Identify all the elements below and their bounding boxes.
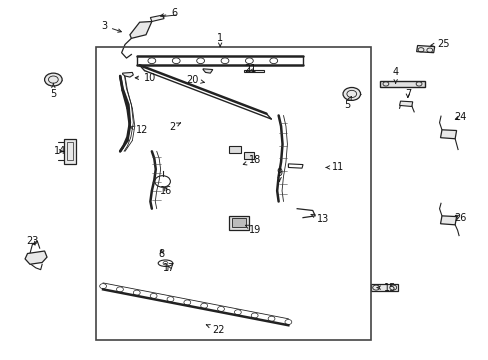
Polygon shape xyxy=(64,139,76,164)
Polygon shape xyxy=(416,45,434,53)
Polygon shape xyxy=(440,216,456,225)
Text: 1: 1 xyxy=(217,33,223,46)
Text: 26: 26 xyxy=(453,213,466,222)
Text: 23: 23 xyxy=(26,236,39,246)
Text: 4: 4 xyxy=(392,67,398,83)
Text: 17: 17 xyxy=(163,263,175,273)
Polygon shape xyxy=(232,219,245,227)
Polygon shape xyxy=(244,152,254,159)
Text: 22: 22 xyxy=(206,325,224,334)
Text: 9: 9 xyxy=(276,168,282,181)
Polygon shape xyxy=(370,284,397,291)
Text: 5: 5 xyxy=(50,84,57,99)
Text: 10: 10 xyxy=(135,73,156,83)
Polygon shape xyxy=(228,216,249,230)
Text: 13: 13 xyxy=(310,214,328,224)
Circle shape xyxy=(44,73,62,86)
Text: 7: 7 xyxy=(404,89,410,99)
Text: 6: 6 xyxy=(160,8,177,18)
Polygon shape xyxy=(122,72,133,77)
Text: 15: 15 xyxy=(376,283,395,293)
Circle shape xyxy=(342,87,360,100)
Text: 16: 16 xyxy=(160,186,172,196)
Text: 5: 5 xyxy=(343,96,350,110)
Text: 11: 11 xyxy=(325,162,344,172)
Polygon shape xyxy=(399,101,412,107)
Bar xyxy=(96,47,370,339)
Polygon shape xyxy=(228,146,240,153)
Text: 8: 8 xyxy=(158,248,164,258)
Text: 20: 20 xyxy=(185,75,204,85)
Text: 18: 18 xyxy=(243,155,261,165)
Text: 12: 12 xyxy=(130,125,148,135)
Text: 25: 25 xyxy=(430,39,448,49)
Polygon shape xyxy=(203,69,212,73)
Text: 24: 24 xyxy=(453,112,466,122)
Polygon shape xyxy=(244,69,264,72)
Polygon shape xyxy=(379,81,424,87)
Polygon shape xyxy=(150,15,163,22)
Text: 3: 3 xyxy=(101,21,121,32)
Text: 21: 21 xyxy=(244,64,257,74)
Polygon shape xyxy=(440,130,456,139)
Text: 14: 14 xyxy=(54,146,66,156)
Text: 19: 19 xyxy=(245,225,261,235)
Polygon shape xyxy=(25,251,47,264)
Text: 2: 2 xyxy=(169,122,180,132)
Polygon shape xyxy=(130,22,152,39)
